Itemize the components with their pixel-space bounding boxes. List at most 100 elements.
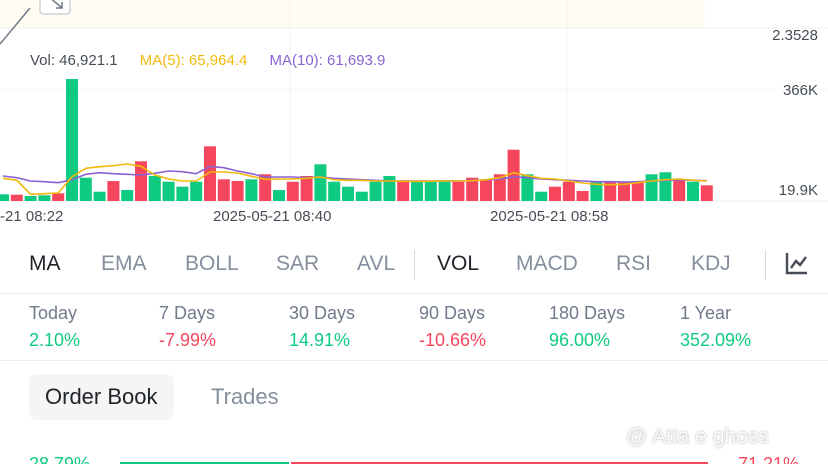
volume-bar — [687, 181, 699, 201]
volume-bar — [493, 174, 506, 201]
volume-axis-top-label: 366K — [782, 82, 818, 99]
perf-value: -10.66% — [419, 330, 487, 350]
tab-boll[interactable]: BOLL — [185, 252, 239, 275]
volume-bars — [0, 79, 713, 201]
volume-bar — [93, 191, 106, 201]
perf-label: 7 Days — [159, 303, 216, 323]
perf-30-days: 30 Days 14.91% — [289, 303, 355, 351]
perf-value: 2.10% — [29, 330, 81, 350]
tab-sar[interactable]: SAR — [276, 252, 320, 275]
volume-bar — [190, 181, 203, 201]
ma10-line — [2, 165, 707, 184]
tab-ema[interactable]: EMA — [101, 252, 147, 275]
volume-bar — [590, 181, 603, 201]
tab-divider — [414, 250, 415, 280]
volume-bar — [10, 194, 23, 201]
perf-value: 96.00% — [549, 330, 611, 350]
perf-90-days: 90 Days -10.66% — [419, 303, 486, 351]
volume-bar — [217, 179, 230, 201]
volume-bar — [411, 181, 423, 201]
time-axis-label: -21 08:22 — [0, 208, 64, 225]
tab-divider — [765, 250, 766, 280]
ma10-legend-value: MA(10): 61,693.9 — [269, 52, 386, 69]
volume-bar — [562, 181, 575, 201]
volume-bar — [38, 195, 51, 201]
buy-ratio-value: 28.79% — [29, 454, 91, 464]
tab-ma[interactable]: MA — [29, 252, 61, 275]
volume-bar — [480, 180, 492, 201]
volume-bar — [631, 181, 644, 201]
perf-label: 1 Year — [680, 303, 732, 323]
volume-bar — [259, 174, 272, 201]
price-line — [0, 7, 31, 45]
tab-vol[interactable]: VOL — [437, 252, 480, 275]
perf-label: 90 Days — [419, 303, 486, 323]
volume-bar — [342, 186, 354, 201]
perf-value: -7.99% — [159, 330, 217, 350]
tab-macd[interactable]: MACD — [516, 252, 578, 275]
volume-bar — [535, 191, 548, 201]
tab-trades[interactable]: Trades — [211, 384, 279, 409]
volume-bar — [604, 181, 617, 201]
price-axis-label: 2.3528 — [772, 27, 818, 44]
perf-label: 30 Days — [289, 303, 356, 323]
ma5-line — [2, 163, 707, 196]
volume-bar — [148, 176, 161, 201]
buy-ratio-bar — [120, 462, 289, 464]
perf-label: 180 Days — [549, 303, 626, 323]
volume-bar — [314, 164, 327, 201]
volume-bar — [397, 180, 410, 201]
volume-bar — [162, 181, 175, 201]
volume-bar — [328, 181, 341, 201]
arrow-icon — [51, 0, 63, 9]
tab-order-book[interactable]: Order Book — [29, 374, 174, 420]
sell-ratio-value: 71.21% — [737, 454, 799, 464]
buy-sell-ratio: 28.79% 71.21% — [0, 450, 828, 464]
time-axis-label: 2025-05-21 08:40 — [213, 208, 332, 225]
tab-rsi[interactable]: RSI — [616, 252, 652, 275]
volume-bar — [424, 181, 437, 201]
volume-bar — [452, 181, 465, 201]
volume-bar — [245, 179, 258, 201]
volume-bar — [0, 194, 9, 201]
perf-label: Today — [29, 303, 78, 323]
price-pane-background — [0, 0, 705, 28]
perf-7-days: 7 Days -7.99% — [159, 303, 216, 351]
tab-avl[interactable]: AVL — [357, 252, 396, 275]
volume-bar — [700, 185, 713, 201]
volume-bar — [466, 177, 479, 201]
volume-bar — [66, 79, 78, 201]
volume-bar — [369, 181, 382, 201]
perf-value: 352.09% — [680, 330, 752, 350]
perf-1-year: 1 Year 352.09% — [680, 303, 751, 351]
volume-bar — [618, 181, 630, 201]
time-axis-label: 2025-05-21 08:58 — [490, 208, 609, 225]
tab-kdj[interactable]: KDJ — [691, 252, 731, 275]
volume-bar — [645, 174, 658, 201]
volume-bar — [176, 186, 189, 201]
perf-180-days: 180 Days 96.00% — [549, 303, 625, 351]
watermark: @ Atta e ghoss — [626, 425, 769, 448]
volume-bar — [673, 180, 686, 201]
chart-settings-icon[interactable] — [784, 250, 810, 276]
indicator-tab-bar: MA EMA BOLL SAR AVL VOL MACD RSI KDJ — [0, 228, 828, 294]
perf-today: Today 2.10% — [29, 303, 80, 351]
perf-value: 14.91% — [289, 330, 351, 350]
volume-bar — [24, 196, 37, 201]
volume-bar — [273, 190, 285, 201]
volume-bar — [204, 146, 216, 201]
volume-bar — [286, 181, 299, 201]
volume-bar — [52, 193, 65, 201]
volume-bar — [79, 177, 92, 201]
chart-canvas[interactable] — [0, 0, 828, 228]
ma5-legend-value: MA(5): 65,964.4 — [139, 52, 248, 69]
volume-legend: Vol: 46,921.1 MA(5): 65,964.4 MA(10): 61… — [30, 52, 403, 69]
vol-legend-value: Vol: 46,921.1 — [30, 52, 118, 69]
sell-ratio-bar — [291, 462, 708, 464]
volume-bar — [355, 191, 368, 201]
volume-bar — [383, 176, 396, 201]
volume-bar — [438, 180, 451, 201]
volume-bar — [231, 181, 244, 201]
volume-bar — [135, 161, 147, 201]
chart-area[interactable]: Vol: 46,921.1 MA(5): 65,964.4 MA(10): 61… — [0, 0, 828, 228]
